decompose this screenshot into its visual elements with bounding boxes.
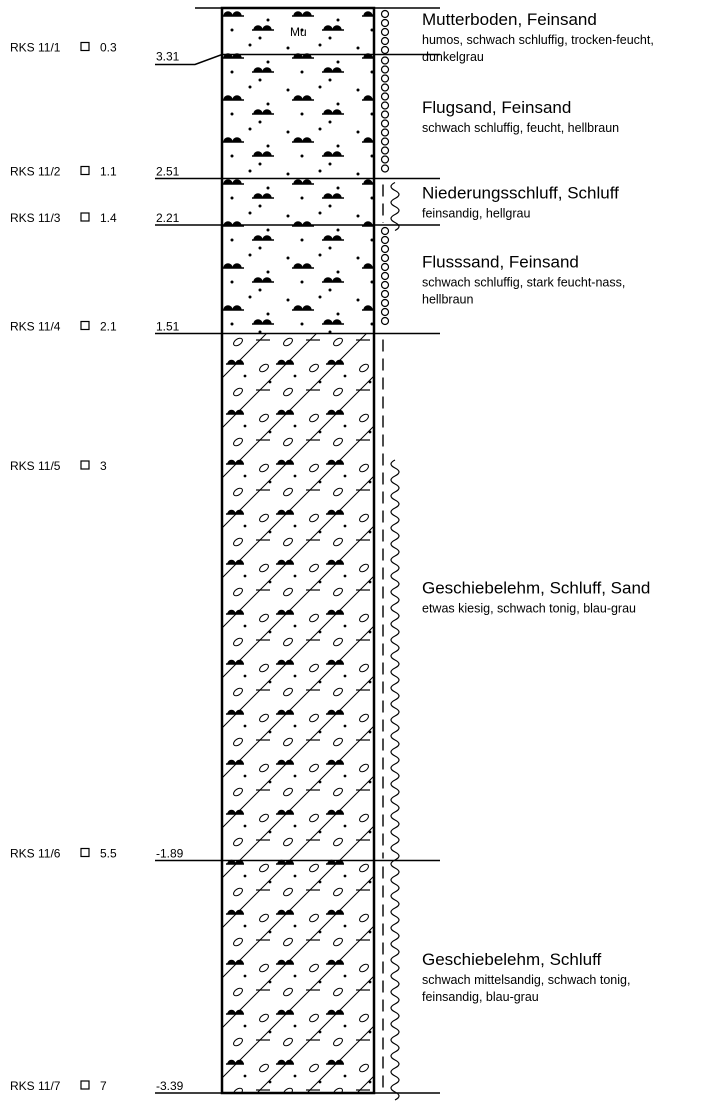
layer-description: feinsandig, hellgrau xyxy=(422,206,530,220)
strip-circle xyxy=(382,93,389,100)
layer-description: humos, schwach schluffig, trocken-feucht… xyxy=(422,33,654,47)
layer-description: schwach mittelsandig, schwach tonig, xyxy=(422,973,630,987)
sample-label: RKS 11/5 xyxy=(10,459,61,473)
sample-label: RKS 11/4 xyxy=(10,320,61,334)
annotation: Mu xyxy=(290,25,307,39)
sample-label: RKS 11/2 xyxy=(10,165,61,179)
layer-description: schwach schluffig, stark feucht-nass, xyxy=(422,275,625,289)
strip-circle xyxy=(382,228,389,235)
strip-circle xyxy=(382,156,389,163)
strip-circle xyxy=(382,66,389,73)
layer-fill xyxy=(222,179,374,226)
layer-description: feinsandig, blau-grau xyxy=(422,990,539,1004)
strip-circle xyxy=(382,318,389,325)
layer-title: Geschiebelehm, Schluff xyxy=(422,950,602,969)
strip-circle xyxy=(382,11,389,18)
sample-box xyxy=(81,43,89,51)
sample-depth: 3 xyxy=(100,459,107,473)
layer-title: Flugsand, Feinsand xyxy=(422,98,571,117)
strip-circle xyxy=(382,120,389,127)
elevation: -3.39 xyxy=(156,1079,184,1093)
strip-circle xyxy=(382,20,389,27)
strip-circle xyxy=(382,84,389,91)
strip-circle xyxy=(382,102,389,109)
strip-circle xyxy=(382,129,389,136)
sample-depth: 5.5 xyxy=(100,847,117,861)
layer-title: Niederungsschluff, Schluff xyxy=(422,183,619,202)
layer-description: dunkelgrau xyxy=(422,50,484,64)
strip-circle xyxy=(382,165,389,172)
layers xyxy=(222,8,399,1100)
layer-title: Mutterboden, Feinsand xyxy=(422,10,597,29)
strip-circle xyxy=(382,273,389,280)
layer-fill xyxy=(222,334,374,861)
sample-depth: 1.4 xyxy=(100,211,117,225)
sample-box xyxy=(81,1081,89,1089)
strip-circle xyxy=(382,38,389,45)
strip-circle xyxy=(382,309,389,316)
layer-fill xyxy=(222,225,374,334)
elevation: -1.89 xyxy=(156,847,184,861)
strip-circle xyxy=(382,246,389,253)
layer-description: hellbraun xyxy=(422,292,473,306)
sample-depth: 2.1 xyxy=(100,320,117,334)
sample-box xyxy=(81,461,89,469)
sample-label: RKS 11/7 xyxy=(10,1079,61,1093)
strip-circle xyxy=(382,147,389,154)
borehole-log: Mutterboden, Feinsand humos, schwach schl… xyxy=(0,0,714,1104)
layer-description: etwas kiesig, schwach tonig, blau-grau xyxy=(422,602,636,616)
layer-description: schwach schluffig, feucht, hellbraun xyxy=(422,121,619,135)
strip-circle xyxy=(382,300,389,307)
strip-circle xyxy=(382,47,389,54)
strip-wave xyxy=(391,460,399,1100)
strip-circle xyxy=(382,75,389,82)
strip-wave xyxy=(391,183,399,231)
sample-label: RKS 11/1 xyxy=(10,41,61,55)
elevation: 2.21 xyxy=(156,211,180,225)
strip-circle xyxy=(382,138,389,145)
strip-circle xyxy=(382,255,389,262)
layer-fill xyxy=(222,55,374,179)
strip-circle xyxy=(382,237,389,244)
layer-title: Flusssand, Feinsand xyxy=(422,252,579,271)
elevation: 1.51 xyxy=(156,320,180,334)
layer-fill xyxy=(222,861,374,1094)
strip-circle xyxy=(382,282,389,289)
sample-depth: 7 xyxy=(100,1079,107,1093)
strip-circle xyxy=(382,111,389,118)
strip-circle xyxy=(382,291,389,298)
sample-box xyxy=(81,322,89,330)
sample-box xyxy=(81,849,89,857)
strip-circle xyxy=(382,29,389,36)
sample-depth: 1.1 xyxy=(100,165,117,179)
strip-circle xyxy=(382,264,389,271)
sample-label: RKS 11/3 xyxy=(10,211,61,225)
elevation: 2.51 xyxy=(156,165,180,179)
sample-depth: 0.3 xyxy=(100,41,117,55)
sample-box xyxy=(81,167,89,175)
sample-box xyxy=(81,213,89,221)
sample-label: RKS 11/6 xyxy=(10,847,61,861)
layer-title: Geschiebelehm, Schluff, Sand xyxy=(422,579,650,598)
strip-circle xyxy=(382,57,389,64)
elevation: 3.31 xyxy=(156,50,180,64)
